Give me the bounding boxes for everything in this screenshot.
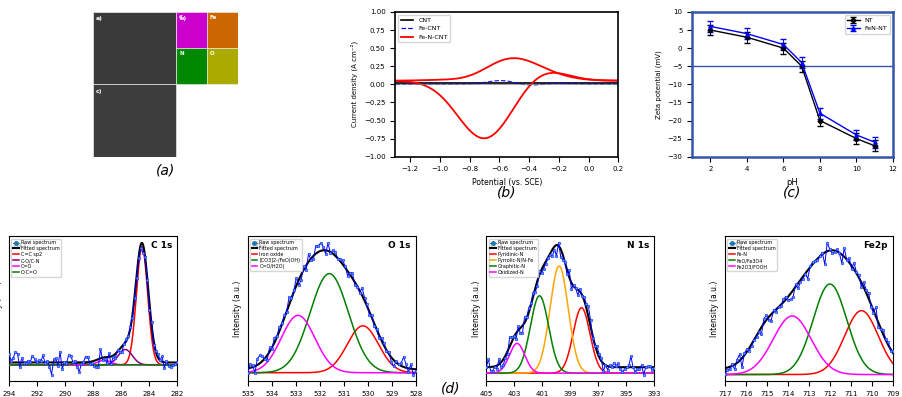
X-axis label: pH: pH bbox=[787, 178, 798, 187]
CNT bbox=[582, 81, 593, 85]
Text: (d): (d) bbox=[441, 381, 461, 395]
Line: Fe-CNT: Fe-CNT bbox=[395, 81, 619, 85]
Text: N 1s: N 1s bbox=[627, 241, 649, 250]
CNT bbox=[525, 81, 536, 85]
Text: N: N bbox=[179, 51, 184, 56]
Bar bbox=[176, 12, 237, 84]
CNT bbox=[520, 81, 530, 85]
Bar bbox=[93, 12, 176, 84]
Fe-CNT bbox=[526, 83, 537, 87]
Fe-N-CNT bbox=[509, 56, 520, 60]
Text: Fe: Fe bbox=[210, 15, 217, 20]
Fe-N-CNT bbox=[583, 77, 594, 82]
CNT bbox=[532, 81, 543, 85]
CNT bbox=[559, 81, 570, 85]
Fe-N-CNT bbox=[403, 78, 414, 83]
Text: a): a) bbox=[96, 16, 103, 21]
Bar bbox=[93, 84, 176, 157]
Legend: Raw spectrum, Fitted spectrum, Fe-N, FeO/Fe3O4, Fe2O3/FOOH: Raw spectrum, Fitted spectrum, Fe-N, FeO… bbox=[727, 239, 777, 271]
Y-axis label: Intensity (a.u.): Intensity (a.u.) bbox=[233, 281, 242, 337]
Text: (d): (d) bbox=[728, 241, 743, 250]
Fe-N-CNT bbox=[526, 60, 537, 64]
Fe-CNT bbox=[559, 81, 570, 86]
Bar bbox=[207, 12, 237, 48]
Text: c): c) bbox=[96, 89, 102, 94]
Text: (a): (a) bbox=[13, 241, 27, 250]
Text: O: O bbox=[210, 51, 215, 56]
Text: Fe2p: Fe2p bbox=[863, 241, 888, 250]
Y-axis label: Intensity (a.u.): Intensity (a.u.) bbox=[472, 281, 481, 337]
Fe-CNT bbox=[390, 82, 400, 87]
Line: Fe-N-CNT: Fe-N-CNT bbox=[395, 58, 619, 81]
Text: (a): (a) bbox=[156, 164, 175, 178]
Fe-CNT bbox=[583, 82, 594, 87]
Y-axis label: Current density (A cm⁻²): Current density (A cm⁻²) bbox=[351, 41, 358, 127]
Y-axis label: Intensity (a.u.): Intensity (a.u.) bbox=[0, 281, 4, 337]
Text: (c): (c) bbox=[490, 241, 503, 250]
Text: b): b) bbox=[179, 16, 186, 21]
Fe-CNT bbox=[403, 82, 414, 87]
Fe-N-CNT bbox=[520, 58, 530, 62]
Text: (b): (b) bbox=[251, 241, 266, 250]
Text: (c): (c) bbox=[783, 186, 802, 200]
Legend: NT, FeN-NT: NT, FeN-NT bbox=[844, 15, 890, 34]
Legend: Raw spectrum, Fitted spectrum, Iron oxide, [CO3]2-/FeO(OH), C=O/H2O): Raw spectrum, Fitted spectrum, Iron oxid… bbox=[250, 239, 302, 271]
Fe-CNT bbox=[532, 82, 543, 87]
Legend: Raw spectrum, Fitted spectrum, C=C sp2, C-O/C-N, C=O, O-C=O: Raw spectrum, Fitted spectrum, C=C sp2, … bbox=[12, 239, 61, 277]
CNT bbox=[613, 81, 624, 85]
Bar bbox=[176, 48, 207, 84]
Fe-N-CNT bbox=[532, 62, 543, 67]
Y-axis label: Zeta potential (mV): Zeta potential (mV) bbox=[656, 50, 662, 119]
Text: (b): (b) bbox=[497, 186, 517, 200]
Text: C 1s: C 1s bbox=[151, 241, 172, 250]
CNT bbox=[403, 81, 414, 85]
X-axis label: Potential (vs. SCE): Potential (vs. SCE) bbox=[472, 178, 542, 187]
Bar bbox=[176, 12, 207, 48]
Fe-CNT bbox=[495, 78, 506, 83]
Legend: CNT, Fe-CNT, Fe-N-CNT: CNT, Fe-CNT, Fe-N-CNT bbox=[399, 15, 450, 42]
Text: O 1s: O 1s bbox=[388, 241, 410, 250]
Legend: Raw spectrum, Fitted spectrum, Pyridinic-N, Pyrrolic-N/N-Fe, Graphitic-N, Oxidiz: Raw spectrum, Fitted spectrum, Pyridinic… bbox=[489, 239, 538, 277]
CNT bbox=[390, 81, 400, 85]
Fe-N-CNT bbox=[613, 78, 624, 83]
Y-axis label: Intensity (a.u.): Intensity (a.u.) bbox=[711, 281, 720, 337]
Fe-N-CNT bbox=[390, 78, 400, 83]
Fe-CNT bbox=[526, 83, 537, 87]
Fe-CNT bbox=[613, 82, 624, 87]
Text: C: C bbox=[179, 15, 183, 20]
Fe-CNT bbox=[520, 82, 530, 87]
Bar bbox=[207, 48, 237, 84]
Fe-N-CNT bbox=[559, 73, 570, 78]
